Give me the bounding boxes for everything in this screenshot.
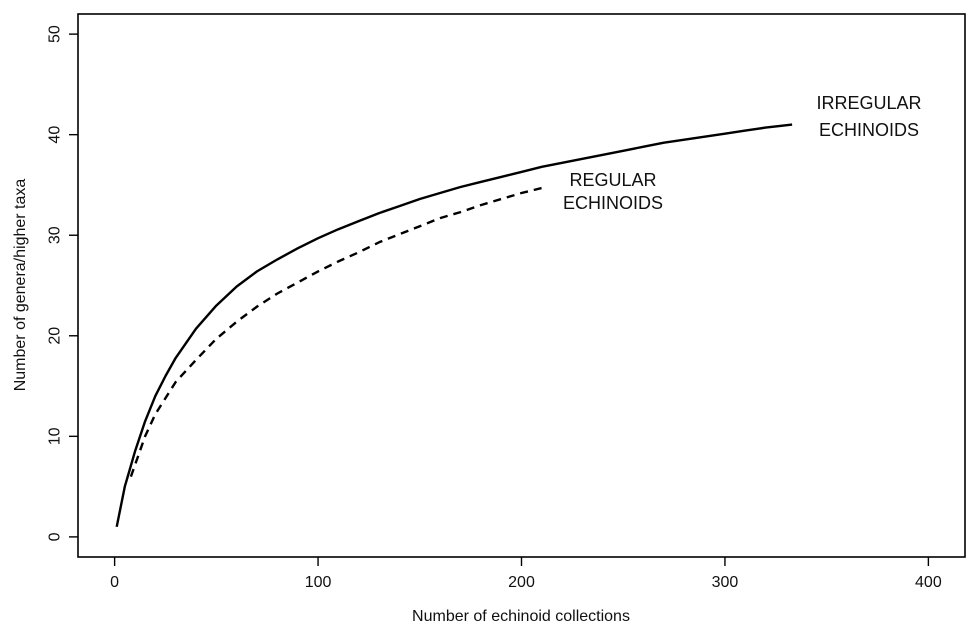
irregular-echinoids-line bbox=[115, 123, 793, 528]
regular-echinoids-label: REGULAR ECHINOIDS bbox=[563, 170, 663, 213]
regular-echinoids-line bbox=[129, 185, 547, 477]
y-tick-label: 0 bbox=[47, 532, 64, 541]
regular-label-line-2: ECHINOIDS bbox=[563, 193, 663, 213]
x-tick-label: 100 bbox=[305, 574, 332, 591]
x-axis-title: Number of echinoid collections bbox=[412, 608, 630, 625]
x-tick-label: 400 bbox=[915, 574, 942, 591]
irregular-label-line-1: IRREGULAR bbox=[816, 93, 921, 113]
irregular-label-line-2: ECHINOIDS bbox=[819, 120, 919, 140]
y-tick-label: 10 bbox=[47, 427, 64, 445]
y-tick-label: 30 bbox=[47, 226, 64, 244]
x-axis: 0 100 200 300 400 bbox=[110, 557, 942, 591]
y-tick-label: 50 bbox=[47, 25, 64, 43]
y-tick-label: 40 bbox=[47, 126, 64, 144]
x-tick-label: 200 bbox=[508, 574, 535, 591]
regular-label-line-1: REGULAR bbox=[569, 170, 656, 190]
y-tick-label: 20 bbox=[47, 327, 64, 345]
y-axis-title: Number of genera/higher taxa bbox=[12, 179, 29, 392]
y-axis: 0 10 20 30 40 50 bbox=[47, 25, 78, 541]
x-tick-label: 0 bbox=[110, 574, 119, 591]
series-layer bbox=[115, 123, 793, 528]
x-tick-label: 300 bbox=[712, 574, 739, 591]
irregular-echinoids-label: IRREGULAR ECHINOIDS bbox=[816, 93, 921, 140]
